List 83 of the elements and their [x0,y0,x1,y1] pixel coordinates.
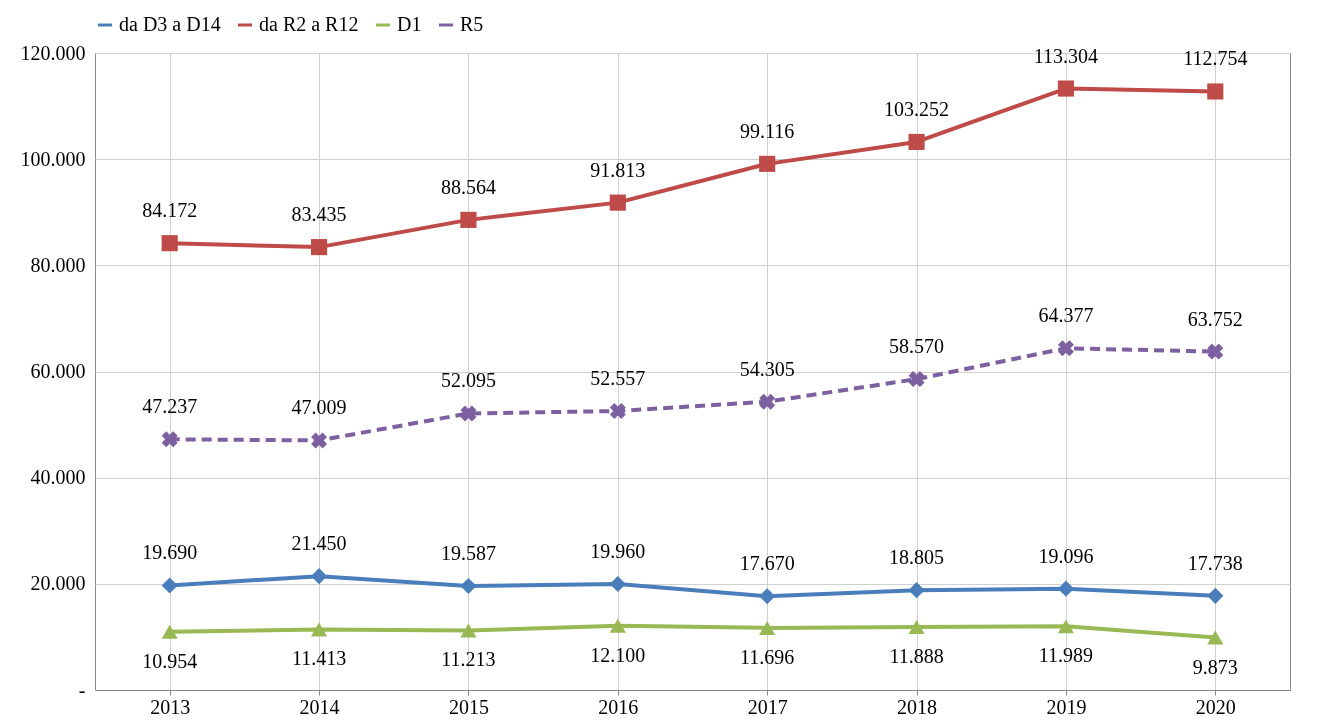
data-label: 11.413 [291,647,347,670]
y-tick-label: 120.000 [20,41,86,64]
point [1207,83,1224,100]
x-tick-label: 2019 [1046,695,1087,718]
data-label: 52.095 [440,369,496,392]
y-tick-label: 20.000 [30,572,86,595]
data-label: 64.377 [1038,304,1094,327]
data-label: 21.450 [291,532,347,555]
legend-label: D1 [397,13,422,35]
data-label: 10.954 [142,649,198,672]
data-label: 99.116 [740,119,795,142]
x-tick-label: 2018 [897,695,938,718]
point [161,577,178,594]
point [161,235,178,252]
point [759,155,776,172]
data-label: 47.009 [291,396,347,419]
x-tick-label: 2014 [299,695,340,718]
x-tick-label: 2013 [150,695,191,718]
data-label: 18.805 [889,546,945,569]
data-label: 19.096 [1038,544,1094,567]
point [1207,343,1224,360]
data-label: 19.587 [440,542,496,565]
data-label: 9.873 [1192,655,1238,678]
point [311,239,328,256]
data-label: 17.738 [1187,551,1243,574]
data-label: 11.888 [889,644,944,667]
point [908,371,925,388]
point [1207,630,1224,645]
point [311,432,328,449]
data-label: 113.304 [1033,44,1099,67]
y-tick-label: 100.000 [20,147,86,170]
point [759,588,776,605]
x-tick-label: 2017 [747,695,788,718]
data-label: 11.696 [740,645,795,668]
data-label: 58.570 [889,335,945,358]
data-label: 84.172 [142,199,198,222]
point [1207,587,1224,604]
data-label: 54.305 [739,357,795,380]
x-tick-label: 2016 [598,695,639,718]
data-label: 19.690 [142,541,198,564]
y-tick-label: 40.000 [30,466,86,489]
point [460,623,477,638]
data-label: 52.557 [590,367,646,390]
data-label: 63.752 [1187,307,1243,330]
point [609,194,626,211]
data-label: 11.213 [441,648,496,671]
point [1057,80,1074,97]
point [311,622,328,637]
legend-label: da R2 a R12 [259,13,359,35]
data-label: 47.237 [142,395,198,418]
legend-label: da D3 a D14 [119,13,221,35]
data-label: 112.754 [1183,47,1248,70]
point [460,211,477,228]
point [759,393,776,410]
point [161,431,178,448]
legend-label: R5 [460,13,484,35]
x-tick-label: 2020 [1195,695,1236,718]
point [908,133,925,150]
data-label: 88.564 [440,175,496,198]
point [609,575,626,593]
y-tick-label: 60.000 [30,360,86,382]
data-label: 11.989 [1038,644,1094,667]
point [460,577,477,595]
point [1057,619,1074,634]
point [460,405,477,422]
y-tick-label: - [78,678,86,701]
point [908,582,925,599]
data-label: 91.813 [590,158,646,181]
x-tick-label: 2015 [448,695,489,718]
data-label: 103.252 [884,97,950,120]
point [1057,580,1074,597]
data-label: 83.435 [291,203,347,226]
point [908,619,925,634]
point [609,403,626,419]
data-label: 19.960 [590,540,646,563]
point [161,624,178,639]
point [311,568,328,585]
data-label: 17.670 [739,552,795,575]
point [1057,340,1074,357]
y-tick-label: 80.000 [30,253,86,276]
point [759,620,776,635]
data-label: 12.100 [590,643,646,666]
point [609,618,626,633]
